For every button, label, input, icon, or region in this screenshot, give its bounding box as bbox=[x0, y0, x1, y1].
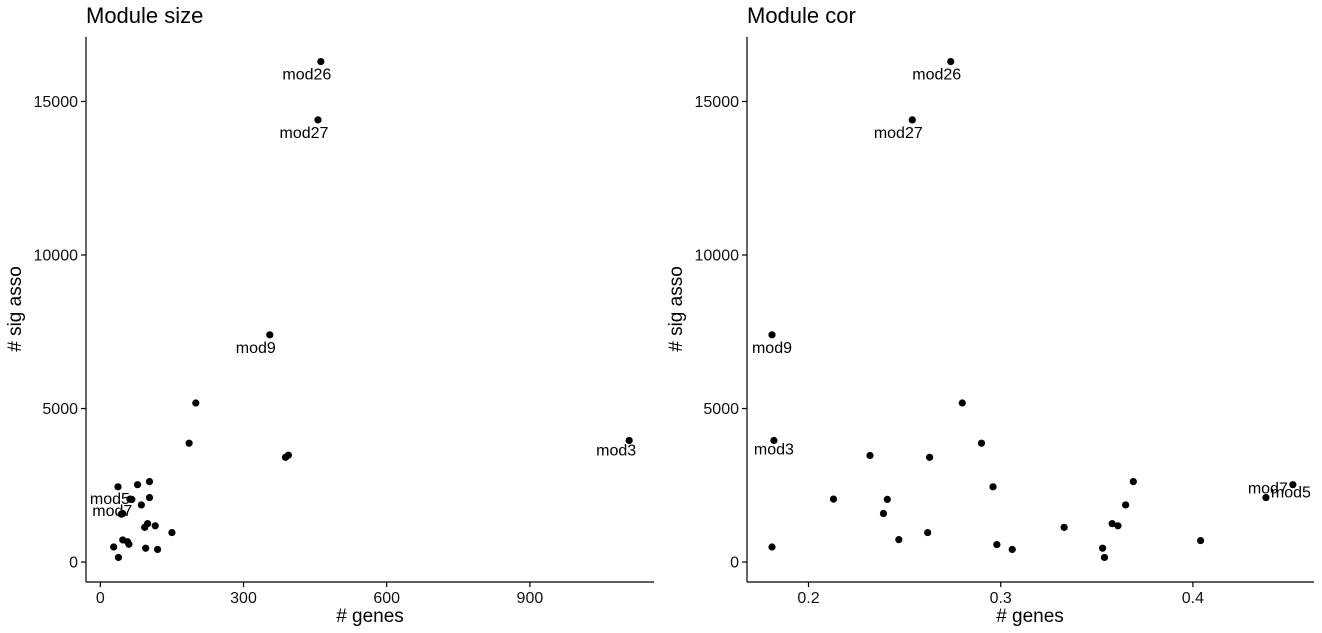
point-label-mod26: mod26 bbox=[912, 67, 961, 84]
data-point bbox=[768, 331, 776, 339]
data-point bbox=[625, 436, 633, 445]
x-axis-ticks: 0 300 600 900 bbox=[96, 582, 543, 607]
data-point bbox=[143, 520, 152, 528]
data-point bbox=[958, 399, 966, 407]
x-tick-label: 600 bbox=[373, 590, 400, 607]
data-point bbox=[133, 481, 142, 489]
point-label-mod3: mod3 bbox=[596, 442, 636, 459]
y-tick-label: 0 bbox=[69, 555, 78, 572]
data-point bbox=[829, 495, 838, 503]
point-label-mod5: mod5 bbox=[90, 491, 130, 508]
y-tick-label: 15000 bbox=[695, 94, 740, 111]
chart-title: Module size bbox=[86, 3, 203, 28]
data-points bbox=[768, 57, 1297, 562]
data-point bbox=[883, 495, 891, 504]
x-tick-label: 300 bbox=[230, 590, 257, 607]
x-tick-label: 0 bbox=[96, 590, 105, 607]
data-point bbox=[145, 493, 154, 502]
data-point bbox=[114, 483, 122, 491]
x-tick-label: 0.2 bbox=[797, 590, 819, 607]
x-tick-label: 0.3 bbox=[990, 590, 1012, 607]
point-label-mod5: mod5 bbox=[1271, 485, 1311, 502]
point-label-mod27: mod27 bbox=[874, 125, 923, 142]
data-point bbox=[114, 553, 123, 562]
data-point bbox=[145, 477, 154, 486]
data-point bbox=[192, 399, 200, 407]
data-point bbox=[1008, 545, 1016, 554]
data-point bbox=[151, 522, 159, 530]
data-point bbox=[128, 495, 136, 504]
data-point bbox=[895, 536, 903, 544]
point-label-mod9: mod9 bbox=[236, 340, 276, 357]
x-tick-label: 0.4 bbox=[1182, 590, 1204, 607]
data-point bbox=[770, 436, 778, 445]
data-point bbox=[110, 543, 118, 551]
data-point bbox=[925, 453, 934, 461]
data-point bbox=[924, 528, 932, 537]
point-label-mod27: mod27 bbox=[280, 125, 329, 142]
data-point bbox=[185, 439, 193, 447]
x-axis-title: # genes bbox=[996, 606, 1064, 627]
x-axis-ticks: 0.2 0.3 0.4 bbox=[797, 582, 1204, 607]
data-point bbox=[317, 57, 325, 66]
data-point bbox=[137, 501, 145, 509]
data-point bbox=[993, 540, 1001, 549]
data-point bbox=[1129, 477, 1137, 486]
point-label-mod26: mod26 bbox=[282, 67, 331, 84]
data-point bbox=[284, 451, 292, 459]
data-point bbox=[1122, 501, 1130, 509]
y-tick-label: 5000 bbox=[703, 401, 739, 418]
point-label-mod7: mod7 bbox=[1248, 481, 1288, 498]
x-tick-label: 900 bbox=[517, 590, 544, 607]
data-point bbox=[977, 439, 986, 447]
point-label-mod7: mod7 bbox=[92, 503, 132, 520]
data-point bbox=[768, 543, 776, 551]
data-point bbox=[1098, 544, 1107, 552]
data-point bbox=[1108, 520, 1116, 528]
data-point bbox=[266, 331, 274, 339]
data-point bbox=[125, 540, 133, 548]
data-point bbox=[989, 483, 997, 491]
chart-title: Module cor bbox=[747, 3, 856, 28]
data-points bbox=[110, 57, 633, 562]
y-tick-label: 5000 bbox=[42, 401, 78, 418]
point-label-mod9: mod9 bbox=[752, 340, 792, 357]
y-tick-label: 15000 bbox=[34, 94, 79, 111]
y-axis-title: # sig asso bbox=[666, 266, 687, 352]
data-point bbox=[1289, 481, 1297, 489]
y-axis-ticks: 0 5000 10000 15000 bbox=[34, 94, 86, 572]
data-point bbox=[866, 451, 874, 460]
data-point bbox=[1262, 493, 1270, 502]
y-tick-label: 10000 bbox=[34, 248, 79, 265]
data-point bbox=[1060, 523, 1068, 531]
y-axis-title: # sig asso bbox=[5, 266, 26, 352]
data-point bbox=[947, 57, 955, 66]
data-point bbox=[1114, 522, 1122, 530]
data-point bbox=[119, 509, 127, 518]
y-tick-label: 0 bbox=[730, 555, 739, 572]
data-point bbox=[153, 545, 162, 554]
data-point bbox=[1100, 553, 1109, 562]
data-point bbox=[314, 116, 322, 124]
data-point bbox=[1197, 536, 1205, 545]
data-point bbox=[142, 544, 150, 552]
data-point bbox=[908, 116, 916, 124]
y-axis-ticks: 0 5000 10000 15000 bbox=[695, 94, 747, 572]
data-point bbox=[879, 509, 888, 518]
y-tick-label: 10000 bbox=[695, 248, 740, 265]
point-label-mod3: mod3 bbox=[754, 441, 794, 458]
data-point bbox=[168, 528, 176, 537]
x-axis-title: # genes bbox=[336, 606, 404, 627]
